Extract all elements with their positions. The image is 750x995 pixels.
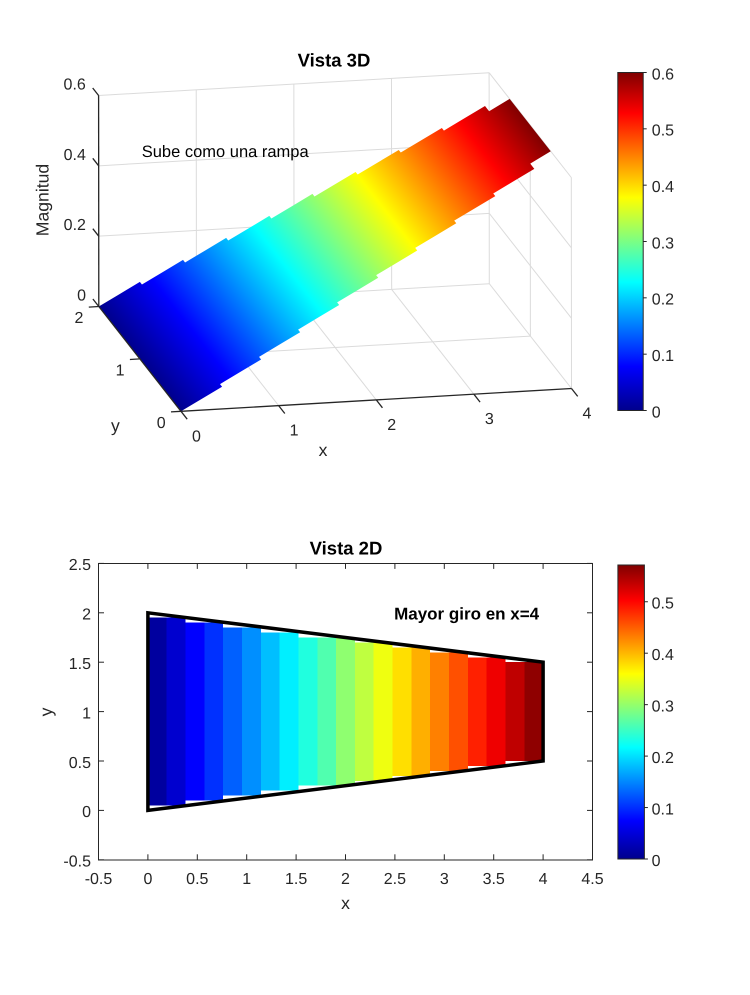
svg-text:Sube como una rampa: Sube como una rampa [142, 143, 310, 161]
svg-text:Vista 2D: Vista 2D [310, 538, 383, 559]
svg-text:0.6: 0.6 [652, 66, 674, 83]
svg-text:0: 0 [192, 428, 201, 445]
svg-text:x: x [319, 440, 328, 460]
svg-text:0.4: 0.4 [652, 179, 674, 196]
svg-text:2: 2 [341, 871, 350, 888]
svg-text:2: 2 [387, 417, 396, 434]
svg-text:0.2: 0.2 [652, 750, 674, 767]
svg-text:2: 2 [74, 310, 83, 327]
svg-text:Vista 3D: Vista 3D [298, 50, 371, 71]
svg-text:0.2: 0.2 [652, 292, 674, 309]
svg-text:3: 3 [440, 871, 449, 888]
svg-text:1: 1 [116, 362, 125, 379]
svg-text:Mayor giro en x=4: Mayor giro en x=4 [394, 605, 540, 624]
svg-text:0.3: 0.3 [652, 698, 674, 715]
svg-text:0: 0 [143, 871, 152, 888]
svg-text:0: 0 [77, 288, 86, 305]
svg-text:1: 1 [242, 871, 251, 888]
svg-text:0: 0 [157, 415, 166, 432]
svg-text:1.5: 1.5 [69, 656, 91, 673]
svg-text:0.2: 0.2 [64, 217, 86, 234]
svg-text:0: 0 [82, 804, 91, 821]
svg-text:x: x [341, 893, 350, 913]
svg-text:4.5: 4.5 [581, 871, 603, 888]
svg-text:2: 2 [82, 607, 91, 624]
svg-text:0.4: 0.4 [652, 647, 674, 664]
svg-text:Magnitud: Magnitud [33, 164, 53, 236]
svg-text:3: 3 [485, 411, 494, 428]
svg-text:-0.5: -0.5 [63, 854, 91, 871]
svg-text:0.1: 0.1 [652, 348, 674, 365]
svg-text:0.5: 0.5 [652, 596, 674, 613]
svg-text:0.3: 0.3 [652, 235, 674, 252]
svg-text:4: 4 [583, 406, 592, 423]
svg-text:0.5: 0.5 [69, 755, 91, 772]
svg-text:y: y [111, 416, 120, 436]
svg-text:0.5: 0.5 [186, 871, 208, 888]
svg-text:0.6: 0.6 [64, 77, 86, 94]
svg-text:0.4: 0.4 [64, 147, 86, 164]
svg-text:4: 4 [539, 871, 548, 888]
svg-text:0: 0 [652, 404, 661, 421]
svg-text:2.5: 2.5 [384, 871, 406, 888]
svg-text:0.1: 0.1 [652, 801, 674, 818]
svg-text:0.5: 0.5 [652, 123, 674, 140]
svg-text:-0.5: -0.5 [85, 871, 113, 888]
svg-text:1.5: 1.5 [285, 871, 307, 888]
svg-text:3.5: 3.5 [483, 871, 505, 888]
svg-text:1: 1 [290, 423, 299, 440]
svg-text:1: 1 [82, 705, 91, 722]
svg-text:0: 0 [652, 853, 661, 870]
svg-text:2.5: 2.5 [69, 557, 91, 574]
svg-text:y: y [36, 707, 56, 716]
